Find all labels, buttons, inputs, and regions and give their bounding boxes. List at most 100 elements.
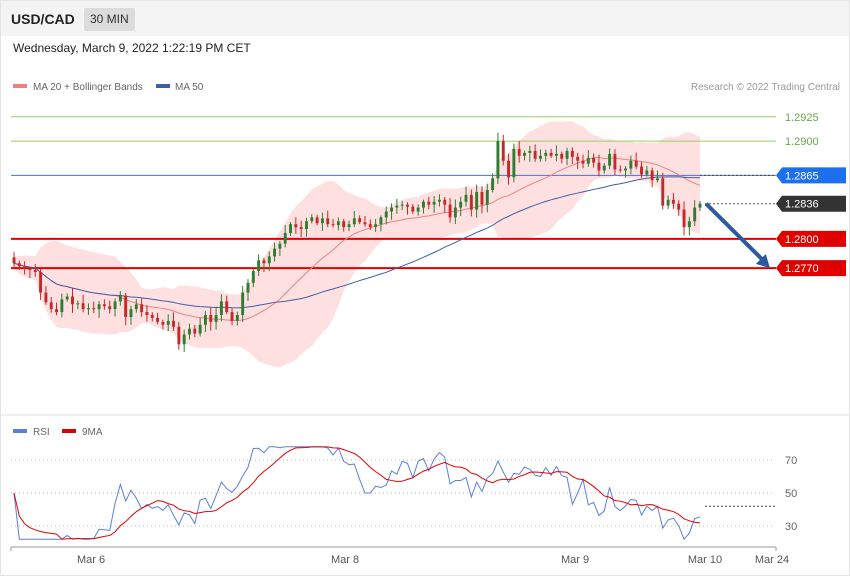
rsi-legend: RSI 9MA: [13, 427, 103, 438]
candle: [182, 329, 186, 353]
candle-body: [539, 155, 542, 159]
candle: [661, 172, 665, 210]
candle-body: [650, 170, 654, 181]
candle: [177, 321, 181, 350]
candle-body: [23, 266, 27, 270]
level-value-label: 1.2925: [785, 112, 819, 124]
candle-body: [193, 328, 197, 334]
candle-body: [320, 218, 324, 224]
candle: [342, 218, 346, 232]
candle: [352, 210, 356, 228]
level-labels: 1.2925 1.2900 1.2865 1.2836 1.2800 1.2770: [776, 112, 846, 277]
candle: [496, 132, 500, 185]
candle-body: [554, 153, 558, 156]
candle-body: [294, 224, 298, 228]
candle: [102, 299, 106, 310]
ma50-legend-label: MA 50: [175, 82, 204, 93]
timeframe-button[interactable]: 30 MIN: [84, 8, 135, 31]
candle: [55, 302, 59, 316]
level-value-label: 1.2770: [785, 263, 819, 275]
candle: [565, 147, 569, 166]
level-tag: [776, 195, 846, 212]
candle: [634, 152, 638, 170]
candle-body: [560, 153, 564, 159]
candle: [44, 286, 48, 305]
candle: [92, 301, 96, 314]
candle-body: [645, 170, 649, 175]
candle: [507, 153, 511, 185]
candle-body: [209, 315, 213, 322]
datetime-label: Wednesday, March 9, 2022 1:22:19 PM CET: [13, 41, 251, 55]
candle-body: [81, 303, 85, 310]
candle-body: [544, 152, 548, 156]
candle-body: [469, 194, 473, 210]
candle: [544, 149, 548, 162]
candle-body: [92, 308, 96, 310]
candle: [512, 143, 516, 183]
candle-body: [437, 199, 441, 202]
price-levels: [11, 116, 776, 270]
candle-body: [352, 218, 356, 225]
candle: [326, 210, 330, 228]
candle-body: [602, 165, 606, 171]
candle-body: [315, 217, 319, 224]
candle: [209, 307, 213, 331]
candle: [597, 154, 601, 177]
candle-body: [331, 224, 335, 226]
candle-body: [124, 295, 128, 317]
candle: [581, 154, 585, 169]
rsi-level-label: 30: [785, 521, 797, 533]
candle-body: [358, 218, 362, 223]
candle: [262, 257, 266, 272]
candle: [12, 252, 16, 270]
candle-body: [299, 227, 303, 230]
candle-body: [172, 320, 175, 327]
candle: [299, 220, 303, 237]
candle-body: [310, 217, 314, 222]
level-value-label: 1.2800: [785, 234, 819, 246]
candle-body: [267, 256, 271, 264]
candle-body: [677, 203, 681, 210]
candle: [76, 300, 80, 310]
candle: [528, 145, 532, 162]
candle: [241, 285, 245, 323]
candle-body: [55, 309, 59, 313]
candle: [283, 224, 287, 248]
candle: [320, 212, 324, 231]
candle: [225, 295, 229, 315]
candle-body: [118, 295, 122, 302]
candle-body: [86, 308, 90, 310]
candle: [533, 144, 537, 162]
candle: [246, 279, 250, 302]
rsi-level-label: 50: [785, 488, 797, 500]
time-tick-label: Mar 6: [77, 554, 105, 566]
candle: [161, 319, 165, 330]
candle: [390, 203, 394, 220]
time-axis: Mar 6 Mar 8 Mar 9 Mar 10 Mar 24: [10, 546, 789, 566]
candle: [682, 201, 686, 236]
candle: [437, 194, 441, 207]
candle: [230, 307, 234, 326]
time-tick-label: Mar 8: [331, 554, 359, 566]
candle: [33, 264, 37, 277]
candle-body: [528, 150, 532, 153]
copyright-label: Research © 2022 Trading Central: [691, 82, 840, 93]
symbol-label: USD/CAD: [11, 11, 75, 27]
candle-body: [453, 207, 457, 218]
ma50-legend-swatch: [156, 84, 170, 88]
candle-body: [432, 201, 436, 205]
candle: [278, 240, 282, 256]
candle: [257, 254, 261, 277]
candle-body: [102, 304, 106, 307]
candle-body: [517, 148, 521, 156]
candle: [570, 147, 574, 164]
rsi-level-label: 70: [785, 455, 797, 467]
candle: [464, 186, 468, 207]
candle-body: [33, 270, 37, 273]
candle-body: [278, 243, 282, 249]
candle: [193, 324, 197, 338]
candle: [214, 306, 218, 330]
candle-body: [225, 301, 229, 313]
candle: [23, 261, 27, 275]
candle-body: [177, 326, 181, 345]
